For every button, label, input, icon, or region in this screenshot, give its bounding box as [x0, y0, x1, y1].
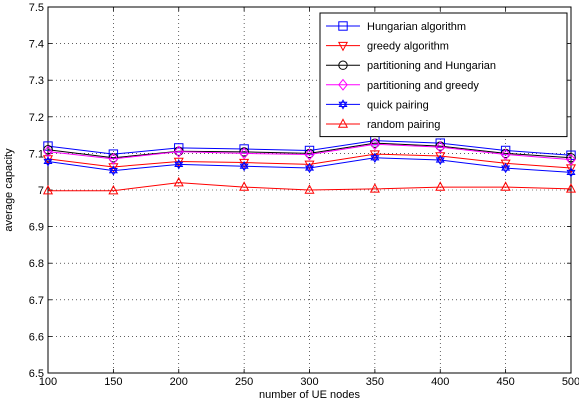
y-tick-label: 7: [38, 185, 44, 197]
y-tick-label: 6.7: [29, 295, 44, 307]
y-axis-label: average capacity: [3, 148, 15, 232]
series-point: [305, 185, 313, 193]
x-tick-label: 300: [300, 376, 318, 388]
series-layer: [44, 136, 575, 194]
y-tick-label: 6.5: [29, 368, 44, 380]
y-tick-label: 7.3: [29, 75, 44, 87]
x-tick-label: 500: [562, 376, 579, 388]
legend-label: random pairing: [367, 119, 440, 131]
legend-label: quick pairing: [367, 99, 429, 111]
legend-label: greedy algorithm: [367, 41, 449, 53]
x-tick-label: 350: [366, 376, 384, 388]
y-tick-label: 6.8: [29, 258, 44, 270]
y-tick-label: 7.1: [29, 148, 44, 160]
x-tick-label: 250: [235, 376, 253, 388]
legend-label: partitioning and Hungarian: [367, 60, 496, 72]
y-tick-label: 6.6: [29, 331, 44, 343]
y-tick-label: 6.9: [29, 222, 44, 234]
x-tick-label: 200: [170, 376, 188, 388]
x-tick-label: 150: [104, 376, 122, 388]
x-tick-label: 450: [496, 376, 514, 388]
series-point: [371, 184, 379, 192]
x-axis-label: number of UE nodes: [259, 389, 360, 401]
legend-label: partitioning and greedy: [367, 80, 479, 92]
legend-label: Hungarian algorithm: [367, 21, 466, 33]
y-tick-label: 7.2: [29, 112, 44, 124]
y-tick-label: 7.4: [29, 39, 44, 51]
x-tick-label: 400: [431, 376, 449, 388]
legend: Hungarian algorithm greedy algorithm parti…: [320, 13, 567, 137]
y-tick-label: 7.5: [29, 2, 44, 14]
